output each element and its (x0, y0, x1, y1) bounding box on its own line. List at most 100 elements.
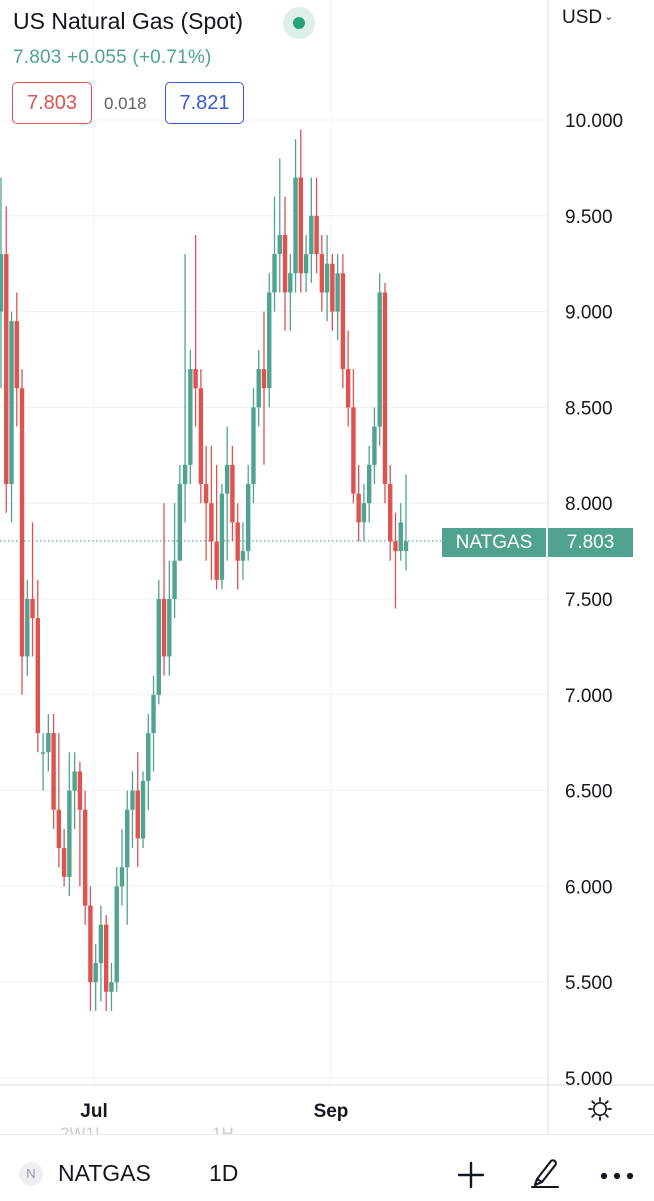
drawing-brush-icon[interactable] (529, 1155, 561, 1189)
candle-body (198, 388, 204, 485)
candle-body (177, 484, 183, 561)
y-tick-label: 8.000 (565, 494, 613, 515)
candle (161, 503, 167, 676)
candle-body (277, 234, 282, 255)
candle (314, 177, 319, 274)
add-plus-icon[interactable] (456, 1160, 486, 1190)
candle-body (303, 254, 309, 274)
candles (0, 129, 409, 1011)
candle-body (203, 484, 209, 504)
candle-body (261, 369, 267, 389)
price-axis[interactable]: 10.000 9.500 9.000 8.500 8.000 7.500 7.000 6.50… (565, 111, 623, 1090)
time-axis[interactable]: Jul Sep (80, 1101, 348, 1122)
candle (72, 752, 77, 829)
candle-body (382, 292, 388, 485)
candle-body (403, 541, 409, 552)
y-tick-label: 6.500 (565, 782, 613, 803)
y-tick-label: 10.000 (565, 111, 623, 132)
spread-value: 0.018 (104, 94, 147, 113)
candle-body (172, 560, 177, 599)
candle-body (219, 493, 225, 580)
candle (9, 311, 14, 523)
candle-body (88, 905, 93, 983)
y-tick-label: 7.500 (565, 590, 613, 611)
candle (372, 407, 377, 485)
interval-button[interactable]: 1D (209, 1160, 239, 1186)
candle (224, 426, 230, 561)
candle-body (398, 522, 403, 552)
candle (98, 905, 104, 1002)
candle-body (19, 388, 25, 657)
candle (182, 254, 188, 523)
candle-body (167, 599, 172, 657)
currency-selector[interactable]: USD ⌄ (562, 7, 613, 29)
candle-body (393, 541, 398, 552)
candle-body (93, 963, 98, 983)
symbol-search-button[interactable]: NATGAS (58, 1160, 151, 1186)
candle (135, 752, 140, 868)
candle-body (114, 886, 119, 983)
candle-body (324, 263, 330, 293)
candle (340, 254, 346, 389)
currency-label: USD (562, 7, 603, 28)
candle-body (251, 407, 256, 485)
candle-body (35, 618, 41, 734)
candle (4, 206, 9, 513)
candle (25, 579, 30, 676)
sell-button[interactable]: 7.803 (12, 82, 92, 124)
candle (109, 963, 114, 1011)
candle (324, 234, 330, 322)
candle (261, 311, 267, 465)
candle (351, 369, 356, 504)
instrument-title[interactable]: US Natural Gas (Spot) (13, 8, 244, 34)
candle (67, 752, 72, 896)
candle-body (61, 848, 67, 877)
chart-grid (0, 0, 654, 1134)
y-tick-label: 9.500 (565, 207, 613, 228)
price-change: 7.803 +0.055 (+0.71%) (13, 47, 212, 68)
candle (230, 445, 235, 542)
candle-body (319, 254, 325, 293)
candle (393, 512, 398, 609)
buy-button[interactable]: 7.821 (165, 82, 244, 124)
candle (88, 886, 93, 1011)
candle-body (130, 790, 135, 810)
candle-body (30, 599, 35, 619)
price-tag-symbol: NATGAS (442, 528, 546, 557)
candle (172, 503, 177, 619)
candle (319, 234, 325, 312)
candle-body (67, 790, 72, 877)
candle (130, 771, 135, 849)
candle-body (309, 215, 314, 255)
candle-body (356, 493, 361, 523)
candle-body (125, 809, 130, 868)
candle (288, 254, 293, 331)
candle (398, 503, 403, 561)
candle-body (188, 369, 193, 465)
candle (251, 388, 256, 504)
candle (193, 234, 198, 427)
live-status-icon (283, 7, 315, 39)
candle-body (77, 771, 83, 810)
candle-body (109, 982, 114, 992)
candle (114, 867, 119, 992)
candle (188, 349, 193, 485)
chart-header: US Natural Gas (Spot) 7.803 +0.055 (+0.7… (0, 0, 548, 140)
candle-body (214, 541, 219, 580)
candle (361, 484, 367, 542)
y-tick-label: 5.000 (565, 1069, 613, 1090)
candle-body (366, 464, 372, 504)
candle-body (193, 369, 198, 389)
price-tag-value: 7.803 (548, 528, 633, 557)
candle (156, 579, 161, 705)
candle (56, 733, 62, 868)
candle (40, 733, 46, 791)
more-dots-icon[interactable] (600, 1172, 634, 1180)
candle (93, 943, 98, 1011)
settings-gear-icon[interactable] (587, 1096, 613, 1122)
candle-body (46, 733, 51, 753)
candle (256, 349, 261, 427)
candle-body (140, 781, 146, 839)
candle (177, 464, 183, 561)
